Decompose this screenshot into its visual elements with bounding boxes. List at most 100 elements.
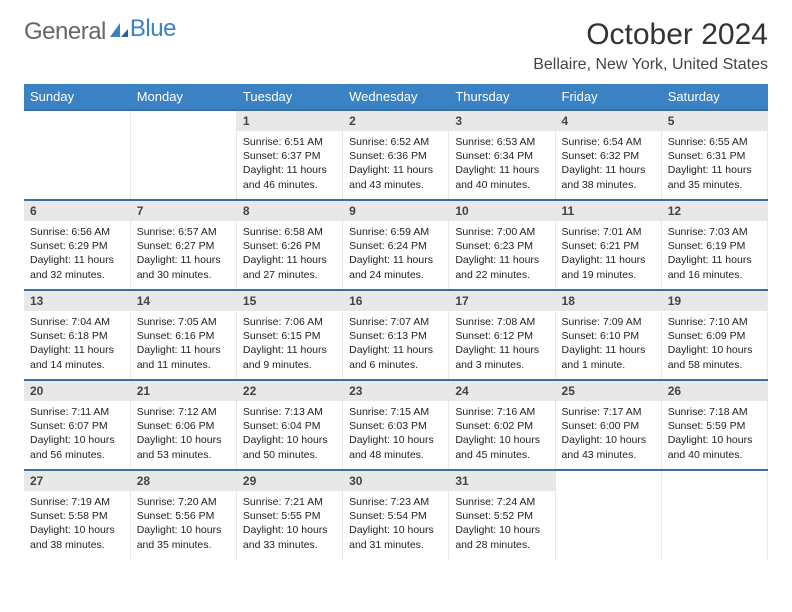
calendar-day-cell <box>130 110 236 200</box>
day-details: Sunrise: 7:24 AMSunset: 5:52 PMDaylight:… <box>449 491 554 556</box>
calendar-day-cell: 11Sunrise: 7:01 AMSunset: 6:21 PMDayligh… <box>555 200 661 290</box>
calendar-day-cell: 2Sunrise: 6:52 AMSunset: 6:36 PMDaylight… <box>343 110 449 200</box>
day-number: 20 <box>24 381 130 401</box>
day-number: 19 <box>662 291 767 311</box>
day-number: 10 <box>449 201 554 221</box>
day-number: 1 <box>237 111 342 131</box>
day-details: Sunrise: 7:05 AMSunset: 6:16 PMDaylight:… <box>131 311 236 376</box>
day-number: 18 <box>556 291 661 311</box>
calendar-day-cell: 12Sunrise: 7:03 AMSunset: 6:19 PMDayligh… <box>661 200 767 290</box>
day-details: Sunrise: 7:17 AMSunset: 6:00 PMDaylight:… <box>556 401 661 466</box>
day-details: Sunrise: 7:15 AMSunset: 6:03 PMDaylight:… <box>343 401 448 466</box>
day-number: 28 <box>131 471 236 491</box>
calendar-day-cell: 20Sunrise: 7:11 AMSunset: 6:07 PMDayligh… <box>24 380 130 470</box>
weekday-header: Friday <box>555 84 661 110</box>
calendar-day-cell <box>24 110 130 200</box>
day-details: Sunrise: 7:21 AMSunset: 5:55 PMDaylight:… <box>237 491 342 556</box>
month-title: October 2024 <box>533 18 768 52</box>
calendar-day-cell: 25Sunrise: 7:17 AMSunset: 6:00 PMDayligh… <box>555 380 661 470</box>
day-number: 13 <box>24 291 130 311</box>
day-details: Sunrise: 7:06 AMSunset: 6:15 PMDaylight:… <box>237 311 342 376</box>
day-details: Sunrise: 7:12 AMSunset: 6:06 PMDaylight:… <box>131 401 236 466</box>
calendar-week-row: 13Sunrise: 7:04 AMSunset: 6:18 PMDayligh… <box>24 290 768 380</box>
day-details: Sunrise: 7:13 AMSunset: 6:04 PMDaylight:… <box>237 401 342 466</box>
calendar-day-cell: 21Sunrise: 7:12 AMSunset: 6:06 PMDayligh… <box>130 380 236 470</box>
calendar-day-cell: 24Sunrise: 7:16 AMSunset: 6:02 PMDayligh… <box>449 380 555 470</box>
day-details: Sunrise: 6:53 AMSunset: 6:34 PMDaylight:… <box>449 131 554 196</box>
calendar-day-cell: 19Sunrise: 7:10 AMSunset: 6:09 PMDayligh… <box>661 290 767 380</box>
day-details: Sunrise: 7:08 AMSunset: 6:12 PMDaylight:… <box>449 311 554 376</box>
calendar-day-cell: 5Sunrise: 6:55 AMSunset: 6:31 PMDaylight… <box>661 110 767 200</box>
day-number: 27 <box>24 471 130 491</box>
day-details: Sunrise: 7:11 AMSunset: 6:07 PMDaylight:… <box>24 401 130 466</box>
day-details: Sunrise: 7:10 AMSunset: 6:09 PMDaylight:… <box>662 311 767 376</box>
calendar-day-cell: 29Sunrise: 7:21 AMSunset: 5:55 PMDayligh… <box>236 470 342 560</box>
weekday-header: Wednesday <box>343 84 449 110</box>
weekday-header: Thursday <box>449 84 555 110</box>
day-number: 25 <box>556 381 661 401</box>
day-number: 14 <box>131 291 236 311</box>
logo-text-general: General <box>24 18 106 46</box>
calendar-day-cell: 7Sunrise: 6:57 AMSunset: 6:27 PMDaylight… <box>130 200 236 290</box>
calendar-day-cell: 8Sunrise: 6:58 AMSunset: 6:26 PMDaylight… <box>236 200 342 290</box>
calendar-day-cell: 22Sunrise: 7:13 AMSunset: 6:04 PMDayligh… <box>236 380 342 470</box>
calendar-day-cell: 28Sunrise: 7:20 AMSunset: 5:56 PMDayligh… <box>130 470 236 560</box>
calendar-day-cell: 4Sunrise: 6:54 AMSunset: 6:32 PMDaylight… <box>555 110 661 200</box>
day-details: Sunrise: 7:04 AMSunset: 6:18 PMDaylight:… <box>24 311 130 376</box>
day-details: Sunrise: 6:57 AMSunset: 6:27 PMDaylight:… <box>131 221 236 286</box>
logo-sail-icon <box>108 18 130 46</box>
header: General Blue October 2024 Bellaire, New … <box>24 18 768 74</box>
weekday-header: Tuesday <box>236 84 342 110</box>
day-number: 6 <box>24 201 130 221</box>
calendar-day-cell: 23Sunrise: 7:15 AMSunset: 6:03 PMDayligh… <box>343 380 449 470</box>
calendar-day-cell: 13Sunrise: 7:04 AMSunset: 6:18 PMDayligh… <box>24 290 130 380</box>
calendar-day-cell <box>661 470 767 560</box>
day-number: 7 <box>131 201 236 221</box>
day-number: 3 <box>449 111 554 131</box>
day-details: Sunrise: 7:09 AMSunset: 6:10 PMDaylight:… <box>556 311 661 376</box>
calendar-body: 1Sunrise: 6:51 AMSunset: 6:37 PMDaylight… <box>24 110 768 560</box>
day-number: 24 <box>449 381 554 401</box>
day-number: 30 <box>343 471 448 491</box>
calendar-day-cell: 9Sunrise: 6:59 AMSunset: 6:24 PMDaylight… <box>343 200 449 290</box>
day-details: Sunrise: 7:03 AMSunset: 6:19 PMDaylight:… <box>662 221 767 286</box>
day-number: 5 <box>662 111 767 131</box>
calendar-week-row: 1Sunrise: 6:51 AMSunset: 6:37 PMDaylight… <box>24 110 768 200</box>
calendar-week-row: 20Sunrise: 7:11 AMSunset: 6:07 PMDayligh… <box>24 380 768 470</box>
calendar-day-cell: 14Sunrise: 7:05 AMSunset: 6:16 PMDayligh… <box>130 290 236 380</box>
day-details: Sunrise: 7:18 AMSunset: 5:59 PMDaylight:… <box>662 401 767 466</box>
day-number: 29 <box>237 471 342 491</box>
calendar-header-row: SundayMondayTuesdayWednesdayThursdayFrid… <box>24 84 768 110</box>
day-number: 26 <box>662 381 767 401</box>
day-number: 31 <box>449 471 554 491</box>
weekday-header: Sunday <box>24 84 130 110</box>
day-number: 17 <box>449 291 554 311</box>
calendar-day-cell <box>555 470 661 560</box>
day-details: Sunrise: 7:01 AMSunset: 6:21 PMDaylight:… <box>556 221 661 286</box>
location: Bellaire, New York, United States <box>533 56 768 74</box>
calendar-week-row: 6Sunrise: 6:56 AMSunset: 6:29 PMDaylight… <box>24 200 768 290</box>
day-details: Sunrise: 7:16 AMSunset: 6:02 PMDaylight:… <box>449 401 554 466</box>
calendar-day-cell: 31Sunrise: 7:24 AMSunset: 5:52 PMDayligh… <box>449 470 555 560</box>
day-details: Sunrise: 7:00 AMSunset: 6:23 PMDaylight:… <box>449 221 554 286</box>
day-details: Sunrise: 6:51 AMSunset: 6:37 PMDaylight:… <box>237 131 342 196</box>
day-number: 12 <box>662 201 767 221</box>
title-block: October 2024 Bellaire, New York, United … <box>533 18 768 74</box>
calendar-day-cell: 26Sunrise: 7:18 AMSunset: 5:59 PMDayligh… <box>661 380 767 470</box>
weekday-header: Monday <box>130 84 236 110</box>
day-number: 23 <box>343 381 448 401</box>
weekday-header: Saturday <box>661 84 767 110</box>
day-number: 2 <box>343 111 448 131</box>
day-number: 22 <box>237 381 342 401</box>
calendar-day-cell: 3Sunrise: 6:53 AMSunset: 6:34 PMDaylight… <box>449 110 555 200</box>
day-details: Sunrise: 6:59 AMSunset: 6:24 PMDaylight:… <box>343 221 448 286</box>
calendar-day-cell: 16Sunrise: 7:07 AMSunset: 6:13 PMDayligh… <box>343 290 449 380</box>
calendar-day-cell: 30Sunrise: 7:23 AMSunset: 5:54 PMDayligh… <box>343 470 449 560</box>
calendar-table: SundayMondayTuesdayWednesdayThursdayFrid… <box>24 84 768 560</box>
logo-text-blue: Blue <box>130 15 176 43</box>
day-details: Sunrise: 6:55 AMSunset: 6:31 PMDaylight:… <box>662 131 767 196</box>
day-details: Sunrise: 6:52 AMSunset: 6:36 PMDaylight:… <box>343 131 448 196</box>
day-number: 15 <box>237 291 342 311</box>
day-number: 4 <box>556 111 661 131</box>
day-details: Sunrise: 7:19 AMSunset: 5:58 PMDaylight:… <box>24 491 130 556</box>
